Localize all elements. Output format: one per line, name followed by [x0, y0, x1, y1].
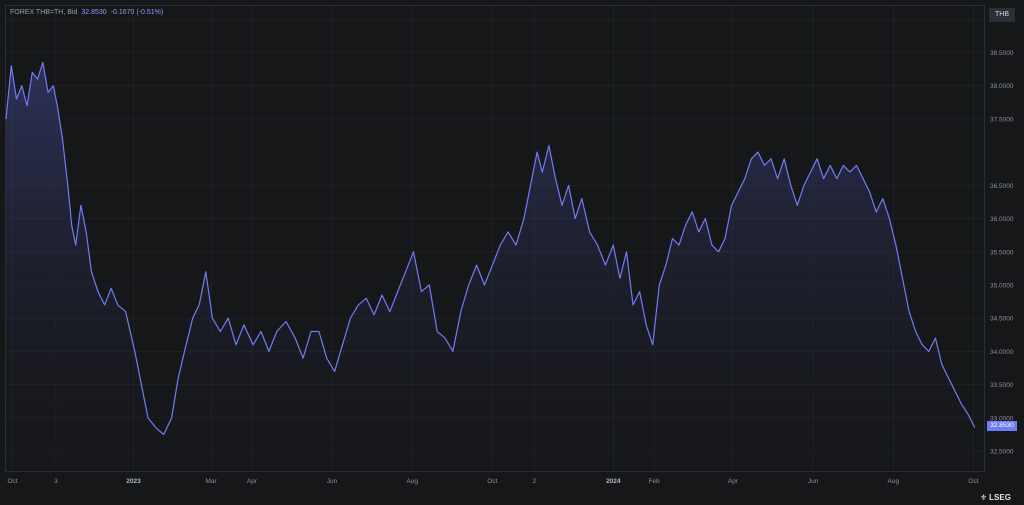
x-tick-label: Oct [487, 478, 497, 485]
x-tick-label: Oct [8, 478, 18, 485]
y-tick-label: 35.0000 [990, 283, 1014, 290]
y-tick-label: 33.0000 [990, 415, 1014, 422]
change-label: -0.1670 (-0.51%) [110, 9, 164, 16]
x-tick-label: 3 [54, 478, 58, 485]
y-tick-label: 36.0000 [990, 216, 1014, 223]
price-line [5, 61, 976, 436]
y-tick-label: 36.5000 [990, 183, 1014, 190]
x-tick-label: Jun [327, 478, 338, 485]
x-tick-label: Mar [205, 478, 217, 485]
y-tick-label: 32.5000 [990, 449, 1014, 456]
y-tick-label: 33.5000 [990, 382, 1014, 389]
x-tick-label: Apr [728, 478, 739, 485]
currency-badge[interactable]: THB [989, 8, 1015, 22]
lseg-logo: ⚜ LSEG [980, 491, 1022, 503]
y-tick-label: 35.5000 [990, 249, 1014, 256]
x-tick-label: Aug [406, 478, 418, 485]
x-tick-label: Oct [968, 478, 978, 485]
x-tick-label: 2024 [606, 478, 621, 485]
y-tick-label: 38.5000 [990, 50, 1014, 57]
y-tick-label: 38.0000 [990, 83, 1014, 90]
y-tick-label: 37.5000 [990, 116, 1014, 123]
x-tick-label: Feb [648, 478, 660, 485]
x-tick-label: Aug [888, 478, 900, 485]
x-tick-label: Apr [247, 478, 258, 485]
y-tick-label: 34.5000 [990, 316, 1014, 323]
last-price-tag: 32.8530 [987, 421, 1017, 431]
x-tick-label: Jun [808, 478, 819, 485]
lseg-logo-text: LSEG [989, 492, 1011, 502]
instrument-label: FOREX THB=TH, Bid [10, 9, 78, 16]
x-tick-label: 2023 [126, 478, 141, 485]
x-tick-label: 2 [533, 478, 537, 485]
lseg-logo-icon: ⚜ [980, 492, 988, 502]
last-price-label: 32.8530 [81, 9, 107, 16]
price-area [6, 62, 975, 471]
y-tick-label: 34.0000 [990, 349, 1014, 356]
chart-header: FOREX THB=TH, Bid 32.8530 -0.1670 (-0.51%) [10, 9, 163, 16]
